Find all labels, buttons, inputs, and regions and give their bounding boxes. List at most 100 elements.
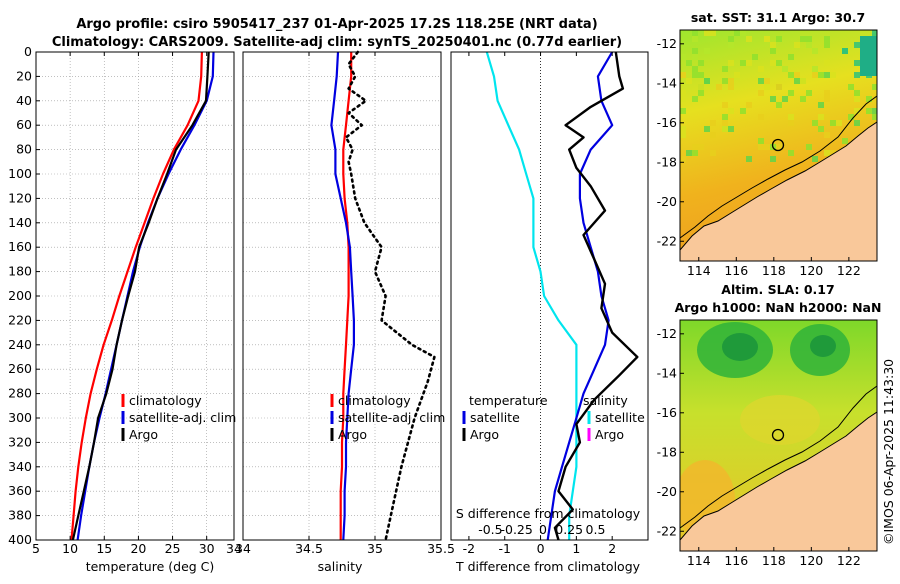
x-tick-label: 10 [62,541,78,556]
legend-s-satellite-label: satellite [595,410,645,425]
x-tick-label: 5 [32,541,40,556]
map-y-tick-label: -20 [657,194,677,209]
sst-pixel [680,72,686,78]
sst-map-title: sat. SST: 31.1 Argo: 30.7 [691,10,865,25]
map-x-tick-label: 114 [687,553,711,568]
sst-pixel [764,36,770,42]
map-x-tick-label: 120 [799,263,823,278]
sst-pixel [824,36,830,42]
y-tick-label: 100 [8,166,32,181]
sst-pixel [818,102,824,108]
sst-pixel [824,60,830,66]
x-tick-label: 1 [572,541,580,556]
y-tick-label: 200 [8,288,32,303]
map-x-tick-label: 122 [837,263,861,278]
difference-panel: -2 -1 0 1 2 -0.5-0.25 0 0.25 0.5 [450,51,649,556]
sst-pixel [734,30,740,36]
y-tick-label: 340 [8,459,32,474]
y-tick-label: 40 [16,93,32,108]
sst-map [680,30,877,261]
legend-climatology-label: climatology [129,393,202,408]
legend-argo-label: Argo [129,427,158,442]
sst-pixel [830,150,836,156]
map-y-tick-label: -20 [657,484,677,499]
sst-pixel [680,96,686,102]
sst-map-axes: 114 116 118 120 122 -12 -14 -16 -18 -20 -22 [657,36,861,278]
sst-pixel [758,144,764,150]
land [680,412,877,551]
sst-pixel [704,126,710,132]
sla-map-frame [679,319,878,552]
y-tick-label: 320 [8,434,32,449]
sst-pixel [770,96,776,102]
x-tick-label: 35.5 [427,541,455,556]
sst-pixel [806,90,812,96]
sst-pixel [782,96,788,102]
sst-pixel [722,126,728,132]
sst-pixel [872,30,877,36]
sst-pixel [794,72,800,78]
x-tick-label: 34 [226,541,242,556]
sst-pixel [812,72,818,78]
y-tick-label: 280 [8,386,32,401]
salinity-panel: 34 34.5 35 35.5 [235,50,455,556]
legend-satellite-label: satellite-adj. clim [129,410,236,425]
sst-pixel [848,84,854,90]
sst-pixel [692,144,698,150]
y-tick-label: 400 [8,532,32,547]
sst-pixel [788,150,794,156]
plot-frame [450,51,649,541]
sst-pixel [812,66,818,72]
x2-tick-label: 0 [539,522,547,537]
sst-pixel [854,42,860,48]
sst-pixel [710,30,716,36]
sst-pixel [698,60,704,66]
sst-pixel [776,84,782,90]
x-tick-label: 35 [367,541,383,556]
map-y-tick-label: -22 [657,233,677,248]
sst-pixel [680,54,686,60]
sst-pixel [680,108,686,114]
sst-pixel [692,150,698,156]
sst-pixel [800,78,806,84]
salinity-legend: climatology satellite-adj. clim Argo [330,393,445,442]
sst-pixel [704,48,710,54]
difference-xlabel: T difference from climatology [455,559,641,574]
x2-tick-label: 0.25 [555,522,583,537]
y-tick-label: 360 [8,483,32,498]
sst-pixel [866,108,872,114]
sst-pixel [728,60,734,66]
x2-tick-label: 0.5 [586,522,606,537]
x-tick-label: 15 [96,541,112,556]
map-y-tick-label: -12 [657,36,677,51]
sst-pixel [806,36,812,42]
sst-pixel [842,48,848,54]
figure-title-line1: Argo profile: csiro 5905417_237 01-Apr-2… [76,17,597,32]
map-y-tick-label: -18 [657,444,677,459]
sla-map-title-line2: Argo h1000: NaN h2000: NaN [675,300,882,315]
sst-pixel [716,84,722,90]
sst-pixel [698,144,704,150]
series-argo [553,51,639,541]
sst-pixel [872,108,877,114]
sst-pixel [776,144,782,150]
sst-pixel [788,120,794,126]
x-tick-label: 34.5 [295,541,323,556]
sst-pixel [758,78,764,84]
sst-pixel [788,114,794,120]
sst-pixel [692,96,698,102]
x-tick-label: 0 [537,541,545,556]
sst-pixel [806,42,812,48]
sst-pixel [704,30,710,36]
y-tick-label: 160 [8,239,32,254]
sst-pixel [794,42,800,48]
temperature-xlabel: temperature (deg C) [86,559,215,574]
map-y-tick-label: -16 [657,405,677,420]
sst-pixel [842,138,848,144]
sst-pixel [758,138,764,144]
y-tick-label: 380 [8,508,32,523]
plot-frame [242,51,442,541]
sst-pixel [812,156,818,162]
sst-pixel [788,54,794,60]
